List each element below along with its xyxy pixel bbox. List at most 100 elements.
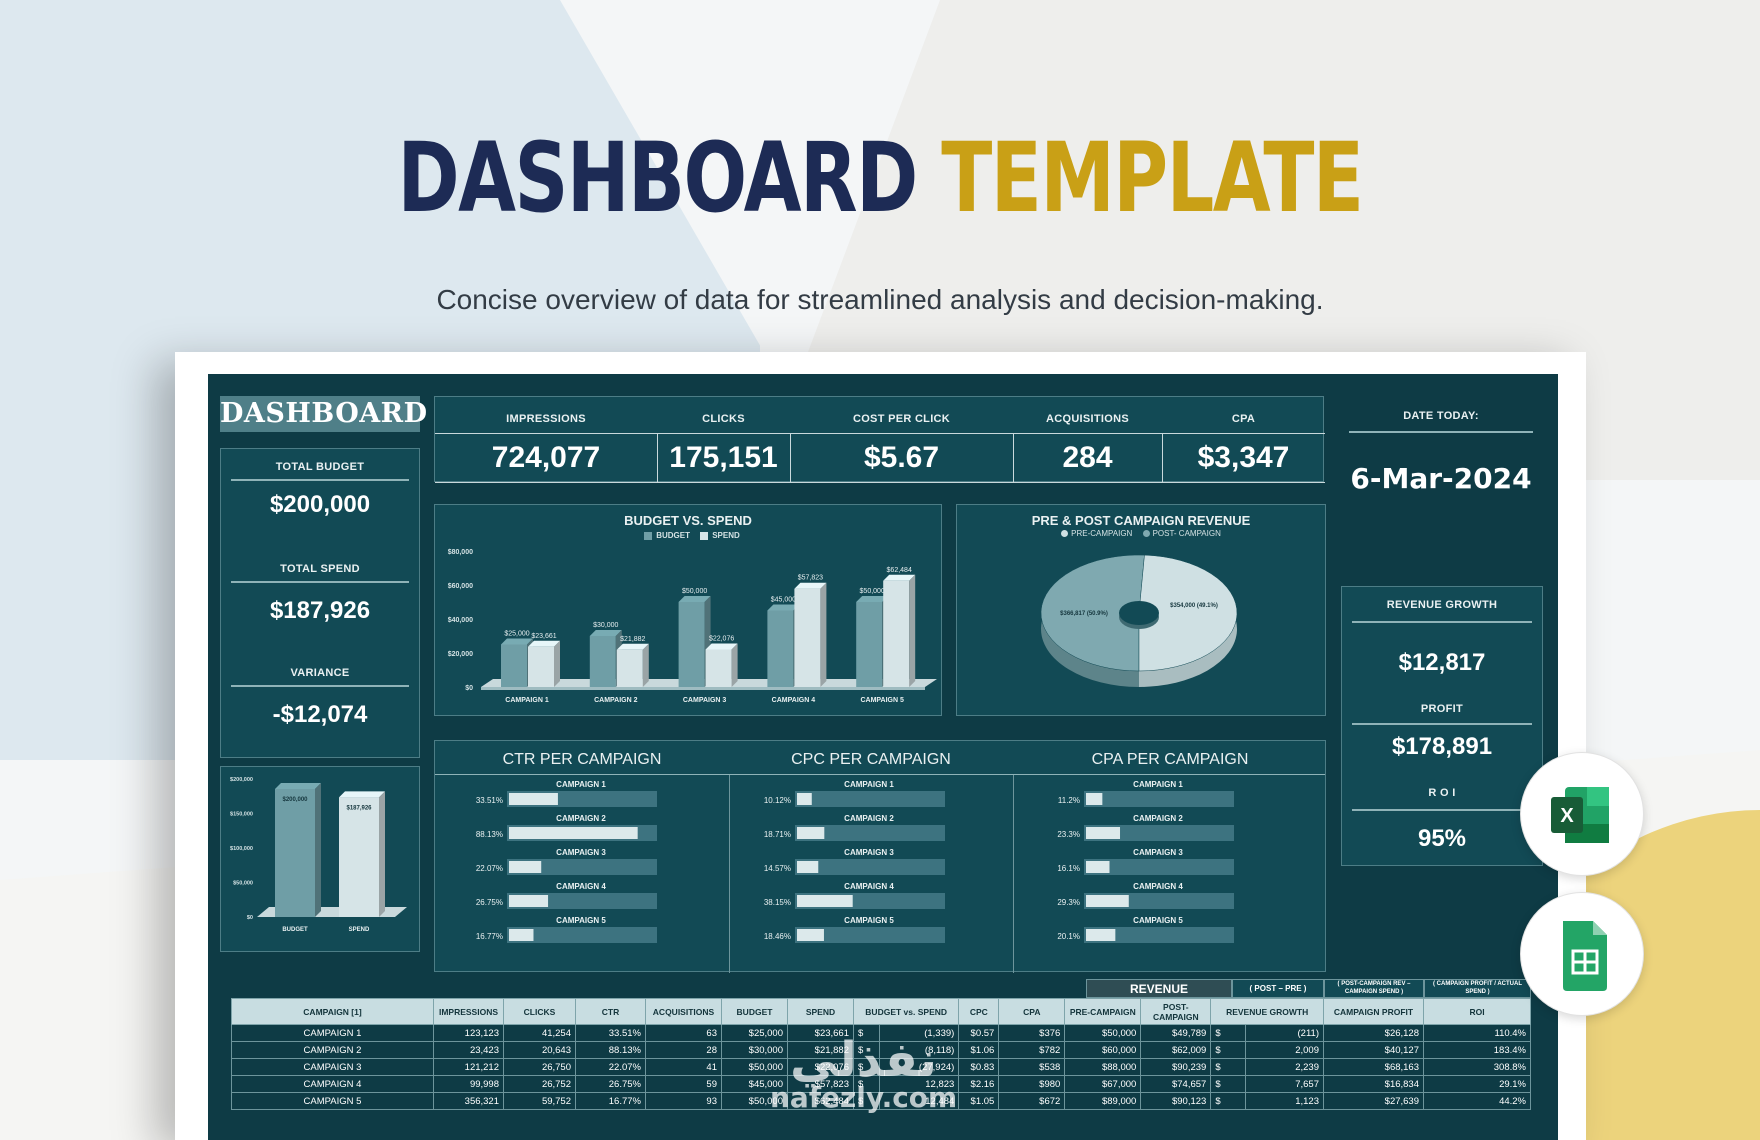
x-tick-label: CAMPAIGN 1 [505, 697, 549, 704]
total-bar-side [379, 791, 385, 917]
table-cell: 28 [645, 1041, 722, 1059]
bar-fill [797, 929, 824, 941]
campaign-label: CAMPAIGN 4 [844, 882, 894, 891]
campaign-label: CAMPAIGN 5 [1133, 916, 1183, 925]
legend-swatch-budget [644, 531, 653, 540]
table-cell: $0.83 [958, 1058, 1000, 1076]
table-cell: 2,239 [1244, 1058, 1325, 1076]
table-cell: $0.57 [958, 1024, 1000, 1042]
table-cell: $90,123 [1140, 1092, 1212, 1110]
value-label: 23.3% [1057, 830, 1080, 839]
bar-track [1084, 791, 1234, 807]
legend-label-spend: SPEND [712, 531, 740, 540]
campaign-label: CAMPAIGN 3 [556, 848, 606, 857]
table-cell: $538 [998, 1058, 1066, 1076]
excel-button[interactable]: X [1520, 752, 1644, 876]
revenue-growth-panel: REVENUE GROWTH $12,817 PROFIT $178,891 R… [1341, 586, 1543, 866]
bar-budget [856, 602, 883, 687]
kpi-cost-per-click: COST PER CLICK $5.67 [790, 397, 1013, 483]
table-cell: $26,128 [1323, 1024, 1424, 1042]
campaign-metrics-chart: CAMPAIGN 1 33.51% CAMPAIGN 2 88.13% CAMPAIGN… [476, 780, 1234, 943]
profit-formula-header: ( POST-CAMPAIGN REV – CAMPAIGN SPEND ) [1324, 979, 1424, 998]
table-cell: $40,127 [1323, 1041, 1424, 1059]
bar-spend-side [554, 640, 560, 687]
x-tick-label: CAMPAIGN 3 [683, 697, 727, 704]
revenue-group-header: REVENUE [1086, 979, 1232, 998]
data-label: $200,000 [282, 797, 308, 803]
data-label: $50,000 [860, 588, 885, 595]
col-acquisitions: ACQUISITIONS [645, 998, 722, 1025]
watermark: نفذلي nafezly.com [770, 1036, 957, 1112]
ctr-title: CTR PER CAMPAIGN [502, 751, 662, 768]
bar-fill [509, 929, 534, 941]
table-cell: 26,750 [503, 1058, 576, 1076]
variance-value: -$12,074 [272, 701, 368, 728]
data-label: $30,000 [593, 622, 618, 629]
value-label: 38.15% [764, 898, 791, 907]
kpi-value: 724,077 [491, 441, 601, 474]
bar-fill [509, 827, 638, 839]
divider [231, 581, 409, 583]
col-ctr: CTR [575, 998, 646, 1025]
data-label: $187,926 [346, 805, 372, 811]
variance-label: VARIANCE [290, 667, 350, 679]
bar-spend-top [528, 640, 560, 647]
bar-spend [794, 588, 821, 687]
campaign-label: CAMPAIGN 2 [556, 814, 606, 823]
col-budget-vs-spend: BUDGET vs. SPEND [852, 998, 960, 1025]
table-cell: 356,321 [433, 1092, 504, 1110]
campaign-label: CAMPAIGN 5 [844, 916, 894, 925]
bar-spend-side [642, 643, 649, 687]
date-block: DATE TODAY: 6-Mar-2024 [1341, 396, 1541, 506]
table-cell: 20,643 [503, 1041, 576, 1059]
bar-track [795, 825, 945, 841]
value-label: 88.13% [476, 830, 503, 839]
date-value: 6-Mar-2024 [1350, 462, 1532, 495]
table-cell: $88,000 [1064, 1058, 1142, 1076]
y-tick-label: $50,000 [233, 881, 253, 887]
col-roi: ROI [1423, 998, 1531, 1025]
legend-swatch-spend [700, 531, 709, 540]
profit-label: PROFIT [1420, 703, 1464, 715]
bar-track [1084, 825, 1234, 841]
value-label: 29.3% [1057, 898, 1080, 907]
google-sheets-button[interactable] [1520, 892, 1644, 1016]
legend-dot-post [1142, 530, 1150, 538]
budget-spend-total-chart: $0 $50,000 $100,000 $150,000 $200,000 $200,00… [230, 777, 407, 933]
bar-fill [797, 827, 825, 839]
total-bar [339, 797, 379, 917]
bar-budget-top [856, 596, 889, 602]
bar-track [507, 859, 657, 875]
divider [1352, 621, 1532, 623]
triptych-separator [729, 775, 730, 973]
y-tick-label: $200,000 [230, 777, 253, 783]
svg-text:X: X [1560, 805, 1574, 827]
dashboard-brand: DASHBOARD [220, 396, 427, 432]
table-cell: $1.05 [958, 1092, 1000, 1110]
total-spend-value: $187,926 [269, 597, 371, 624]
revenue-growth-value: $12,817 [1398, 649, 1486, 676]
table-row: CAMPAIGN 1 123,123 41,254 33.51% 63 $25,000 $2… [231, 1024, 1531, 1042]
roi-value: 95% [1417, 825, 1467, 852]
col-spend: SPEND [787, 998, 854, 1025]
bar-budget [589, 636, 616, 687]
col-post-campaign: POST-CAMPAIGN [1140, 998, 1212, 1025]
bar-track [507, 927, 657, 943]
table-cell: $27,639 [1323, 1092, 1424, 1110]
campaign-name-cell: CAMPAIGN 2 [231, 1041, 434, 1059]
table-cell: $68,163 [1323, 1058, 1424, 1076]
cpa-title: CPA PER CAMPAIGN [1091, 751, 1249, 768]
kpi-value-row [435, 433, 1325, 483]
col-cpa: CPA [998, 998, 1066, 1025]
bar-fill [1086, 861, 1110, 873]
data-label: $22,076 [709, 635, 734, 642]
pie-slice [1040, 554, 1145, 672]
roi-label: R O I [1428, 787, 1456, 799]
bar-fill [509, 861, 542, 873]
bar-fill [797, 861, 819, 873]
kpi-separator [657, 433, 658, 483]
kpi-value: 175,151 [669, 441, 778, 474]
hero-title: DASHBOARD TEMPLATE [194, 122, 1567, 234]
x-tick-label: CAMPAIGN 2 [594, 697, 638, 704]
table-cell: $ [1210, 1075, 1246, 1093]
